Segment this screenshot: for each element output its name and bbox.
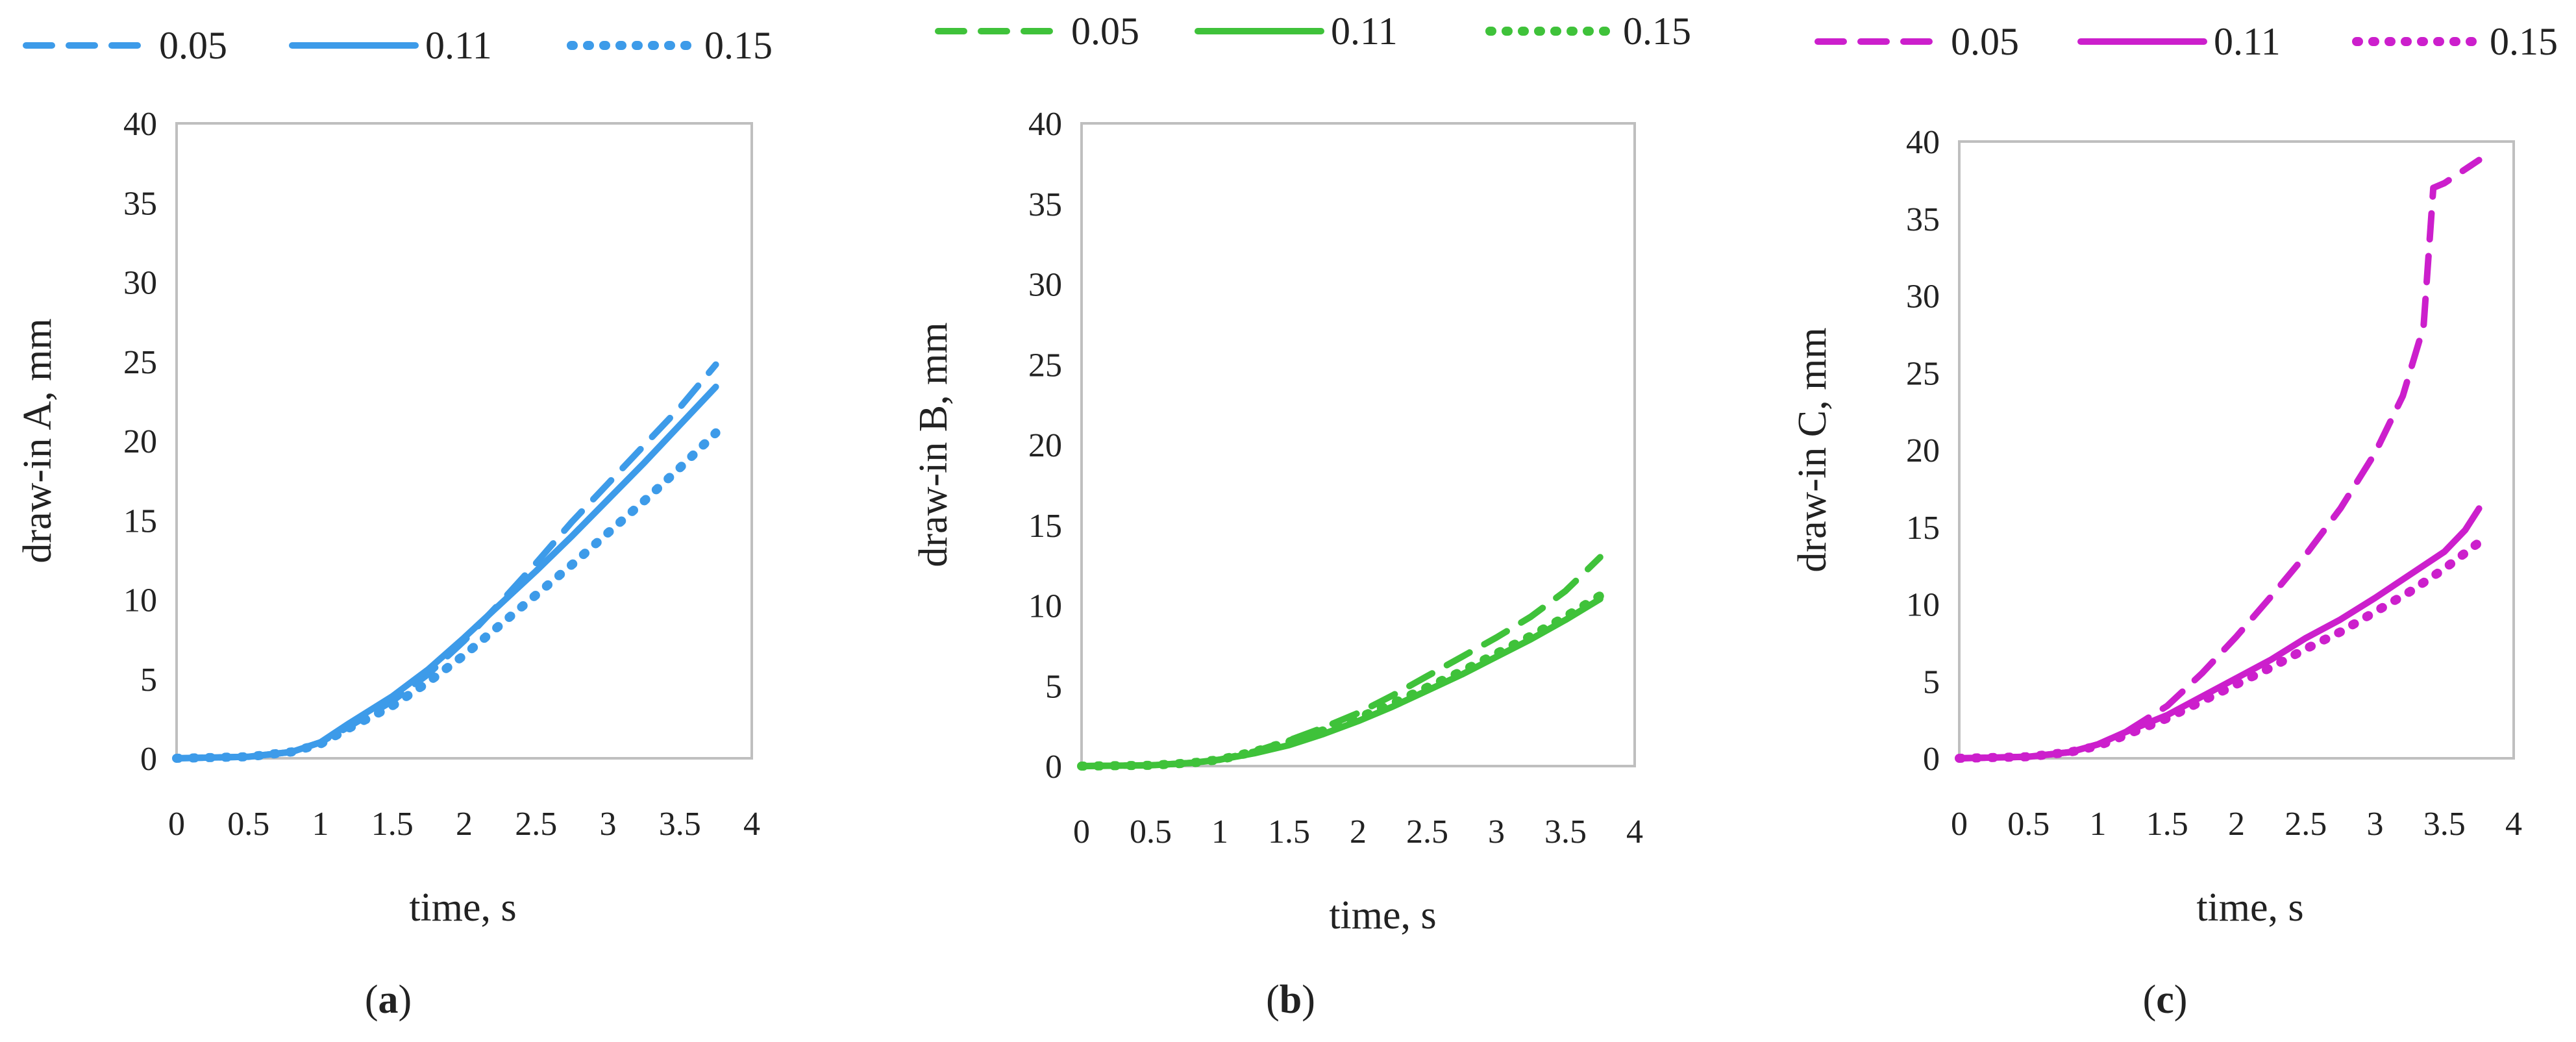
y-tick-label: 15 bbox=[1906, 510, 1940, 547]
series-line-solid bbox=[173, 383, 719, 762]
y-tick-label: 20 bbox=[123, 423, 157, 460]
y-tick-label: 40 bbox=[1028, 106, 1062, 143]
legend-label: 0.15 bbox=[704, 24, 773, 67]
legend-label: 0.15 bbox=[2490, 20, 2558, 63]
y-tick-label: 30 bbox=[1906, 279, 1940, 316]
y-tick-label: 0 bbox=[1923, 741, 1940, 778]
y-tick-label: 30 bbox=[123, 265, 157, 302]
panel-caption: (b) bbox=[1266, 978, 1315, 1022]
x-tick-label: 4 bbox=[743, 806, 760, 843]
x-tick-label: 3 bbox=[1488, 813, 1505, 850]
x-tick-label: 0 bbox=[1073, 813, 1090, 850]
y-tick-label: 5 bbox=[140, 662, 157, 699]
x-tick-label: 4 bbox=[2505, 806, 2522, 843]
x-tick-label: 1 bbox=[2090, 806, 2107, 843]
x-tick-label: 3.5 bbox=[659, 806, 701, 843]
x-axis-title: time, s bbox=[409, 886, 516, 930]
x-tick-label: 2 bbox=[1350, 813, 1367, 850]
y-tick-label: 30 bbox=[1028, 267, 1062, 304]
x-tick-label: 1 bbox=[312, 806, 329, 843]
legend: 0.05 0.11 0.15 bbox=[1814, 20, 2558, 63]
y-tick-label: 0 bbox=[1045, 749, 1062, 786]
legend-label: 0.11 bbox=[2214, 20, 2281, 63]
x-tick-label: 4 bbox=[1626, 813, 1643, 850]
x-tick-label: 2.5 bbox=[2285, 806, 2327, 843]
x-tick-label: 3 bbox=[2367, 806, 2384, 843]
x-tick-label: 3.5 bbox=[1544, 813, 1587, 850]
plot-area-frame bbox=[175, 122, 753, 760]
y-tick-label: 10 bbox=[123, 582, 157, 619]
x-tick-label: 2 bbox=[456, 806, 473, 843]
y-axis-title: draw-in B, mm bbox=[911, 322, 956, 567]
chart-panel-b: 0 5 10 15 20 25 30 35 40 0 0.5 1 1.5 2 2.5 3 3.5 4 time, s… bbox=[911, 10, 1691, 1022]
series-line-dotted bbox=[1077, 591, 1605, 771]
y-tick-label: 20 bbox=[1906, 432, 1940, 469]
x-tick-label: 2.5 bbox=[1406, 813, 1448, 850]
x-axis-title: time, s bbox=[1329, 893, 1436, 937]
legend: 0.05 0.11 0.15 bbox=[935, 10, 1691, 53]
x-tick-label: 1.5 bbox=[1268, 813, 1310, 850]
x-tick-label: 0 bbox=[1951, 806, 1968, 843]
plot-area-frame bbox=[1958, 140, 2515, 760]
y-axis-title: draw-in A, mm bbox=[16, 318, 60, 563]
plot-area-frame bbox=[1080, 122, 1636, 767]
legend-label: 0.15 bbox=[1623, 10, 1691, 53]
series-line-solid bbox=[1956, 505, 2483, 762]
y-tick-label: 5 bbox=[1045, 668, 1062, 705]
x-tick-label: 3 bbox=[600, 806, 617, 843]
legend-label: 0.11 bbox=[425, 24, 492, 67]
legend-label: 0.11 bbox=[1331, 10, 1398, 53]
x-tick-label: 1.5 bbox=[2146, 806, 2188, 843]
legend-label: 0.05 bbox=[1071, 10, 1139, 53]
legend-label: 0.05 bbox=[159, 24, 227, 67]
y-tick-label: 35 bbox=[123, 185, 157, 222]
x-tick-label: 1 bbox=[1211, 813, 1228, 850]
series-line-dashed bbox=[1078, 554, 1604, 769]
y-tick-label: 10 bbox=[1028, 588, 1062, 625]
x-tick-label: 2.5 bbox=[515, 806, 557, 843]
y-tick-label: 0 bbox=[140, 741, 157, 778]
series-line-dotted bbox=[1955, 538, 2484, 763]
x-tick-label: 0 bbox=[168, 806, 185, 843]
x-tick-label: 1.5 bbox=[371, 806, 414, 843]
y-tick-label: 15 bbox=[123, 502, 157, 540]
y-tick-label: 5 bbox=[1923, 664, 1940, 701]
y-tick-label: 20 bbox=[1028, 427, 1062, 464]
x-tick-label: 0.5 bbox=[1130, 813, 1172, 850]
y-tick-label: 25 bbox=[1028, 347, 1062, 384]
panel-caption: (c) bbox=[2143, 978, 2188, 1022]
x-tick-label: 0.5 bbox=[2007, 806, 2050, 843]
series-line-dotted bbox=[172, 428, 721, 763]
series-line-dashed bbox=[173, 361, 719, 762]
legend-label: 0.05 bbox=[1951, 20, 2019, 63]
y-tick-label: 40 bbox=[123, 106, 157, 143]
chart-panel-c: 0 5 10 15 20 25 30 35 40 0 0.5 1 1.5 2 2.5 3 3.5 4 time, s… bbox=[1790, 20, 2558, 1022]
y-tick-label: 15 bbox=[1028, 508, 1062, 545]
x-tick-label: 3.5 bbox=[2423, 806, 2466, 843]
panel-caption: (a) bbox=[365, 978, 412, 1022]
y-axis-title: draw-in C, mm bbox=[1790, 327, 1835, 572]
series-line-dashed bbox=[1956, 156, 2483, 762]
x-tick-label: 2 bbox=[2228, 806, 2245, 843]
y-tick-label: 25 bbox=[123, 344, 157, 381]
y-tick-label: 10 bbox=[1906, 587, 1940, 624]
y-tick-label: 40 bbox=[1906, 124, 1940, 161]
x-tick-label: 0.5 bbox=[227, 806, 269, 843]
y-tick-label: 35 bbox=[1906, 201, 1940, 238]
x-axis-title: time, s bbox=[2196, 886, 2303, 930]
chart-panel-a: 0 5 10 15 20 25 30 35 40 0 0.5 1 1.5 2 2.5 3 3.5 4 time, s… bbox=[16, 24, 773, 1022]
legend: 0.05 0.11 0.15 bbox=[23, 24, 773, 67]
y-tick-label: 35 bbox=[1028, 186, 1062, 223]
y-tick-label: 25 bbox=[1906, 355, 1940, 392]
